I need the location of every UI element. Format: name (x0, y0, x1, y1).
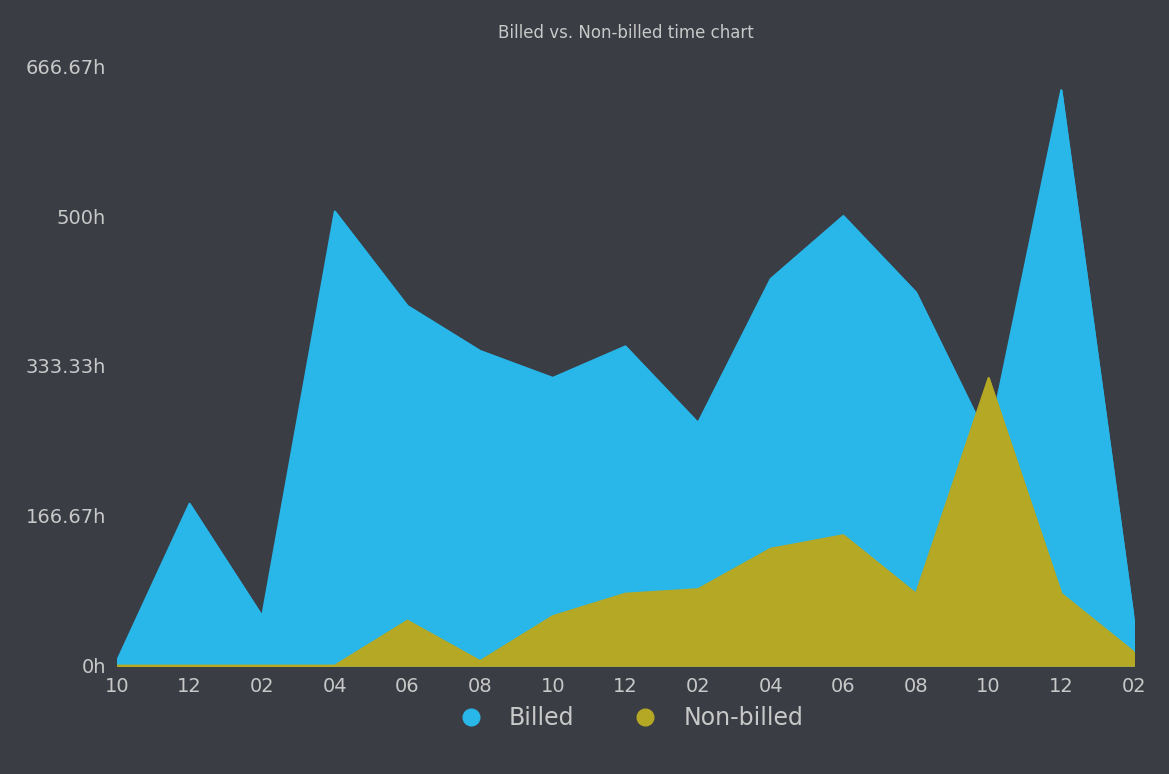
Title: Billed vs. Non-billed time chart: Billed vs. Non-billed time chart (498, 23, 753, 42)
Legend: Billed, Non-billed: Billed, Non-billed (438, 697, 812, 739)
